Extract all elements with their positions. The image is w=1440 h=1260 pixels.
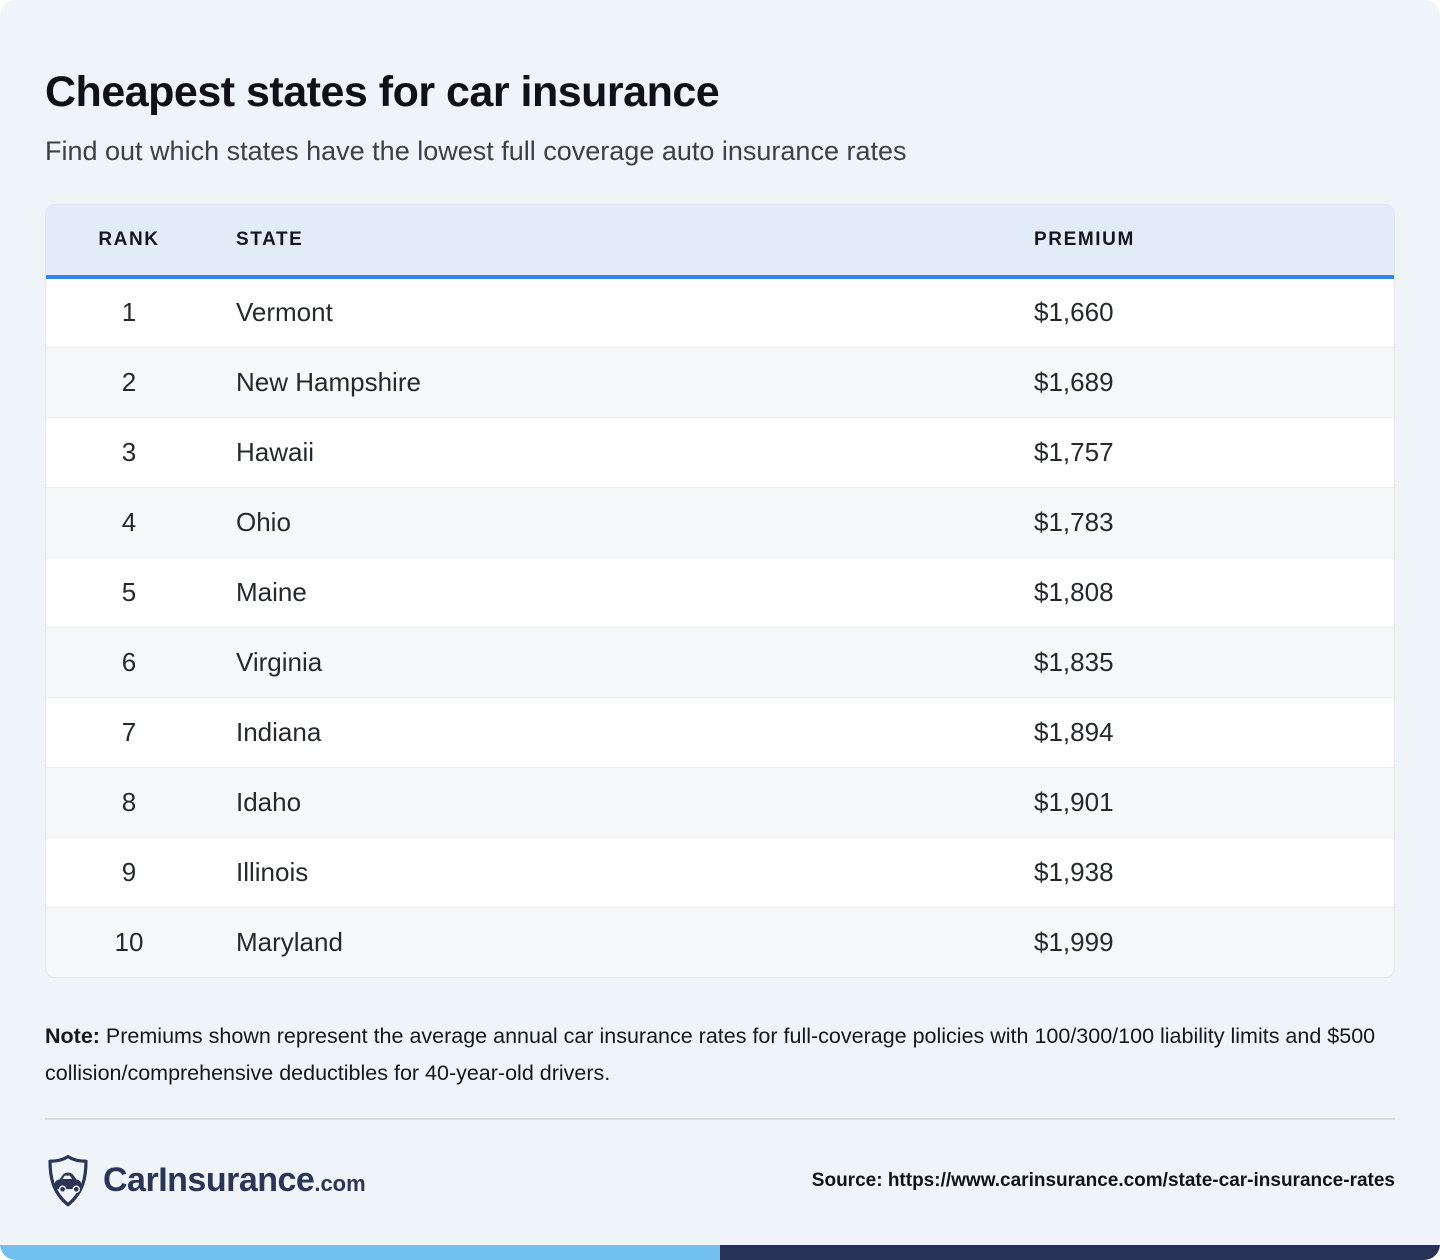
table-row: 9 Illinois $1,938	[46, 836, 1394, 907]
rank-cell: 3	[46, 416, 212, 487]
note-text: Premiums shown represent the average ann…	[45, 1024, 1376, 1085]
rank-cell: 10	[46, 906, 212, 977]
rates-table-card: RANK STATE PREMIUM 1 Vermont $1,660 2 Ne…	[45, 204, 1395, 978]
rank-cell: 5	[46, 556, 212, 627]
state-cell: Hawaii	[212, 416, 1034, 487]
table-row: 10 Maryland $1,999	[46, 906, 1394, 977]
premium-cell: $1,783	[1034, 486, 1394, 557]
brand-name: CarInsurance	[103, 1161, 315, 1200]
premium-cell: $1,660	[1034, 297, 1114, 328]
note-label: Note:	[45, 1024, 100, 1048]
page-subtitle: Find out which states have the lowest fu…	[45, 136, 907, 166]
column-header-state: STATE	[212, 205, 1034, 279]
column-header-premium: PREMIUM	[1034, 205, 1394, 279]
source-text: Source: https://www.carinsurance.com/sta…	[811, 1169, 1395, 1191]
state-cell: Maryland	[212, 906, 1034, 977]
rank-cell: 6	[46, 626, 212, 697]
note: Note: Premiums shown represent the avera…	[45, 1018, 1395, 1092]
state-cell: Maine	[212, 556, 1034, 627]
state-cell: Indiana	[212, 696, 1034, 767]
premium-cell: $1,901	[1034, 766, 1394, 837]
column-header-rank: RANK	[46, 205, 212, 279]
strip-dark-segment	[720, 1245, 1440, 1260]
footer: CarInsurance.com Source: https://www.car…	[45, 1146, 1395, 1216]
table-body: 1 Vermont $1,660 2 New Hampshire $1,689 …	[46, 277, 1394, 977]
premium-cell: $1,689	[1034, 346, 1394, 417]
premium-cell: $1,835	[1034, 626, 1394, 697]
state-cell: Idaho	[212, 766, 1034, 837]
table-row: 1 Vermont $1,660	[46, 277, 1394, 347]
divider	[45, 1117, 1395, 1120]
premium-cell: $1,894	[1034, 696, 1394, 767]
premium-cell: $1,757	[1034, 416, 1394, 487]
brand-suffix: .com	[314, 1171, 366, 1197]
state-cell: Virginia	[212, 626, 1034, 697]
table-row: 3 Hawaii $1,757	[46, 416, 1394, 487]
table-header-row: RANK STATE PREMIUM	[46, 205, 1394, 279]
page-title: Cheapest states for car insurance	[45, 68, 720, 116]
premium-cell: $1,808	[1034, 556, 1394, 627]
table-row: 7 Indiana $1,894	[46, 696, 1394, 767]
premium-cell: $1,938	[1034, 836, 1394, 907]
state-cell: Vermont	[236, 297, 333, 328]
state-cell: New Hampshire	[212, 346, 1034, 417]
rank-cell: 4	[46, 486, 212, 557]
rank-cell: 7	[46, 696, 212, 767]
table-row: 8 Idaho $1,901	[46, 766, 1394, 837]
rank-cell: 8	[46, 766, 212, 837]
shield-car-icon	[48, 1154, 88, 1207]
rank-cell: 9	[46, 836, 212, 907]
rates-table: RANK STATE PREMIUM 1 Vermont $1,660 2 Ne…	[46, 205, 1394, 977]
table-row: 2 New Hampshire $1,689	[46, 346, 1394, 417]
brand-logo: CarInsurance.com	[45, 1154, 366, 1208]
rank-cell: 2	[46, 346, 212, 417]
rank-cell: 1	[121, 297, 137, 328]
brand-text: CarInsurance.com	[103, 1161, 366, 1200]
table-row: 5 Maine $1,808	[46, 556, 1394, 627]
premium-cell: $1,999	[1034, 906, 1394, 977]
bottom-strip	[0, 1245, 1440, 1260]
state-cell: Ohio	[212, 486, 1034, 557]
strip-light-segment	[0, 1245, 720, 1260]
table-header: RANK STATE PREMIUM	[46, 205, 1394, 279]
content-area: Cheapest states for car insurance Find o…	[45, 68, 1395, 1216]
table-row: 4 Ohio $1,783	[46, 486, 1394, 557]
table-row: 6 Virginia $1,835	[46, 626, 1394, 697]
state-cell: Illinois	[212, 836, 1034, 907]
